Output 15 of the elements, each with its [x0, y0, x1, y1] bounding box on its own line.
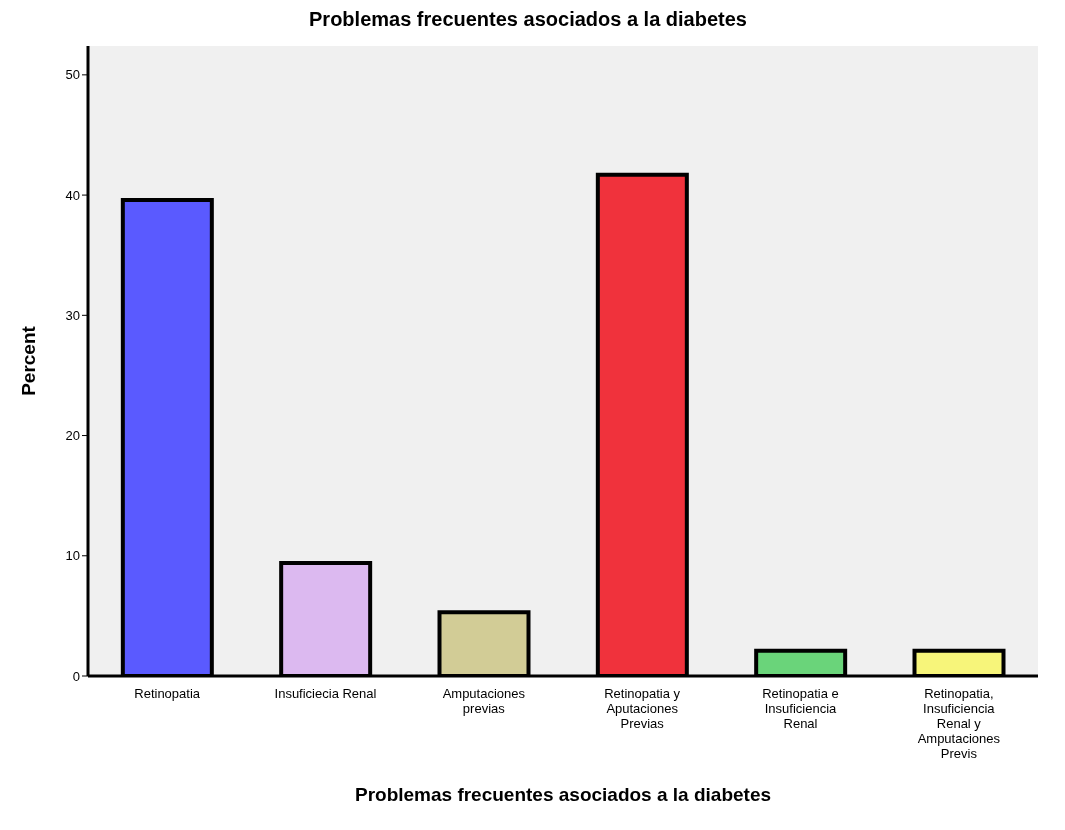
y-tick-label: 10: [65, 548, 80, 564]
y-tick-label: 0: [72, 668, 80, 684]
y-tick-label: 20: [65, 428, 80, 444]
x-tick-label: Insuficiecia Renal: [274, 686, 377, 701]
chart-title: Problemas frecuentes asociados a la diabetes: [308, 8, 748, 32]
x-tick-label: Retinopatia e Insuficiencia Renal: [762, 686, 839, 731]
y-tick-label: 30: [65, 307, 80, 323]
x-tick-label: Retinopatia: [134, 686, 201, 701]
y-tick-label: 50: [65, 67, 80, 83]
x-tick-label: Retinopatia, Insuficiencia Renal y Amputaciones Previs: [917, 686, 1001, 761]
y-tick-label: 40: [65, 187, 80, 203]
x-axis-title: Problemas frecuentes asociados a la diabetes: [354, 784, 772, 805]
x-tick-label: Retinopatia y Aputaciones Previas: [604, 686, 681, 731]
x-tick-label: Amputaciones previas: [442, 686, 526, 716]
y-axis-title: Percent: [17, 325, 39, 396]
